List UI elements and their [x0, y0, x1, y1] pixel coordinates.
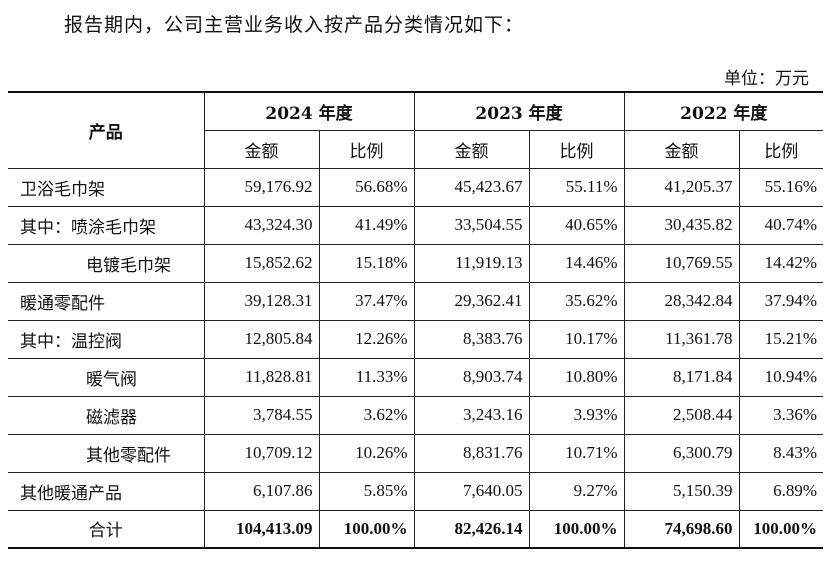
product-name-cell: 磁滤器	[8, 395, 205, 435]
header-ratio: 比例	[318, 129, 415, 169]
intro-text: 报告期内，公司主营业务收入按产品分类情况如下：	[64, 14, 525, 36]
product-name-cell: 暖气阀	[8, 357, 205, 397]
header-year-2024: 2024 年度	[203, 92, 415, 131]
header-ratio: 比例	[738, 129, 824, 169]
amount-cell: 11,361.78	[623, 319, 740, 359]
header-amount: 金额	[623, 129, 740, 169]
amount-cell: 10,709.12	[203, 433, 320, 473]
ratio-cell: 37.94%	[738, 281, 824, 321]
table-row: 卫浴毛巾架 59,176.92 56.68% 45,423.67 55.11% 41,20…	[8, 167, 824, 207]
ratio-cell: 10.80%	[528, 357, 625, 397]
total-row: 合计 104,413.09 100.00% 82,426.14 100.00% 74,69…	[8, 509, 824, 548]
unit-label: 单位：万元	[724, 69, 809, 89]
ratio-cell: 15.18%	[318, 243, 415, 283]
ratio-cell: 10.94%	[738, 357, 824, 397]
amount-cell: 10,769.55	[623, 243, 740, 283]
ratio-cell: 6.89%	[738, 471, 824, 511]
table-row: 电镀毛巾架 15,852.62 15.18% 11,919.13 14.46% 10,76…	[8, 243, 824, 283]
product-name-cell: 电镀毛巾架	[8, 243, 205, 283]
amount-cell: 15,852.62	[203, 243, 320, 283]
table-row: 其他零配件 10,709.12 10.26% 8,831.76 10.71% 6,300.…	[8, 433, 824, 473]
table-row: 暖气阀 11,828.81 11.33% 8,903.74 10.80% 8,171.84…	[8, 357, 824, 397]
ratio-cell: 5.85%	[318, 471, 415, 511]
table-row: 磁滤器 3,784.55 3.62% 3,243.16 3.93% 2,508.44 3.3…	[8, 395, 824, 435]
amount-cell: 8,831.76	[413, 433, 530, 473]
ratio-cell: 14.42%	[738, 243, 824, 283]
header-year-2023: 2023 年度	[413, 92, 625, 131]
amount-cell: 8,383.76	[413, 319, 530, 359]
product-name-cell: 其中：温控阀	[8, 319, 205, 359]
header-amount: 金额	[413, 129, 530, 169]
ratio-cell: 10.26%	[318, 433, 415, 473]
amount-cell: 6,300.79	[623, 433, 740, 473]
amount-cell: 39,128.31	[203, 281, 320, 321]
amount-cell: 33,504.55	[413, 205, 530, 245]
amount-cell: 11,828.81	[203, 357, 320, 397]
ratio-cell: 14.46%	[528, 243, 625, 283]
ratio-cell: 40.74%	[738, 205, 824, 245]
amount-cell: 59,176.92	[203, 167, 320, 207]
ratio-cell: 40.65%	[528, 205, 625, 245]
revenue-by-product-table: 产品 2024 年度 2023 年度 2022 年度 金额 比例 金额 比例 金…	[8, 91, 824, 549]
product-name-cell: 合计	[8, 509, 205, 548]
product-name-cell: 暖通零配件	[8, 281, 205, 321]
ratio-cell: 15.21%	[738, 319, 824, 359]
amount-cell: 7,640.05	[413, 471, 530, 511]
amount-cell: 3,243.16	[413, 395, 530, 435]
amount-cell: 8,171.84	[623, 357, 740, 397]
ratio-cell: 35.62%	[528, 281, 625, 321]
amount-cell: 104,413.09	[203, 509, 320, 548]
amount-cell: 2,508.44	[623, 395, 740, 435]
amount-cell: 30,435.82	[623, 205, 740, 245]
product-name-cell: 其他暖通产品	[8, 471, 205, 511]
ratio-cell: 8.43%	[738, 433, 824, 473]
ratio-cell: 55.11%	[528, 167, 625, 207]
ratio-cell: 100.00%	[528, 509, 625, 548]
amount-cell: 43,324.30	[203, 205, 320, 245]
ratio-cell: 10.17%	[528, 319, 625, 359]
amount-cell: 82,426.14	[413, 509, 530, 548]
ratio-cell: 11.33%	[318, 357, 415, 397]
ratio-cell: 55.16%	[738, 167, 824, 207]
table-body: 卫浴毛巾架 59,176.92 56.68% 45,423.67 55.11% 41,20…	[8, 167, 824, 548]
amount-cell: 28,342.84	[623, 281, 740, 321]
ratio-cell: 100.00%	[318, 509, 415, 548]
ratio-cell: 3.62%	[318, 395, 415, 435]
table-row: 其中：温控阀 12,805.84 12.26% 8,383.76 10.17% 11,36…	[8, 319, 824, 359]
ratio-cell: 3.36%	[738, 395, 824, 435]
amount-cell: 3,784.55	[203, 395, 320, 435]
header-ratio: 比例	[528, 129, 625, 169]
table-row: 暖通零配件 39,128.31 37.47% 29,362.41 35.62% 28,34…	[8, 281, 824, 321]
amount-cell: 41,205.37	[623, 167, 740, 207]
ratio-cell: 10.71%	[528, 433, 625, 473]
product-name-cell: 卫浴毛巾架	[8, 167, 205, 207]
ratio-cell: 100.00%	[738, 509, 824, 548]
ratio-cell: 12.26%	[318, 319, 415, 359]
ratio-cell: 9.27%	[528, 471, 625, 511]
amount-cell: 11,919.13	[413, 243, 530, 283]
amount-cell: 8,903.74	[413, 357, 530, 397]
amount-cell: 29,362.41	[413, 281, 530, 321]
table-row: 其中：喷涂毛巾架 43,324.30 41.49% 33,504.55 40.65% 30…	[8, 205, 824, 245]
header-product: 产品	[8, 92, 205, 169]
ratio-cell: 56.68%	[318, 167, 415, 207]
amount-cell: 45,423.67	[413, 167, 530, 207]
amount-cell: 74,698.60	[623, 509, 740, 548]
amount-cell: 6,107.86	[203, 471, 320, 511]
ratio-cell: 37.47%	[318, 281, 415, 321]
table-row: 其他暖通产品 6,107.86 5.85% 7,640.05 9.27% 5,150.39…	[8, 471, 824, 511]
header-row-years: 产品 2024 年度 2023 年度 2022 年度	[8, 92, 824, 169]
ratio-cell: 3.93%	[528, 395, 625, 435]
header-year-2022: 2022 年度	[623, 92, 824, 131]
amount-cell: 12,805.84	[203, 319, 320, 359]
header-amount: 金额	[204, 129, 320, 169]
product-name-cell: 其中：喷涂毛巾架	[8, 205, 205, 245]
product-name-cell: 其他零配件	[8, 433, 205, 473]
ratio-cell: 41.49%	[318, 205, 415, 245]
amount-cell: 5,150.39	[623, 471, 740, 511]
